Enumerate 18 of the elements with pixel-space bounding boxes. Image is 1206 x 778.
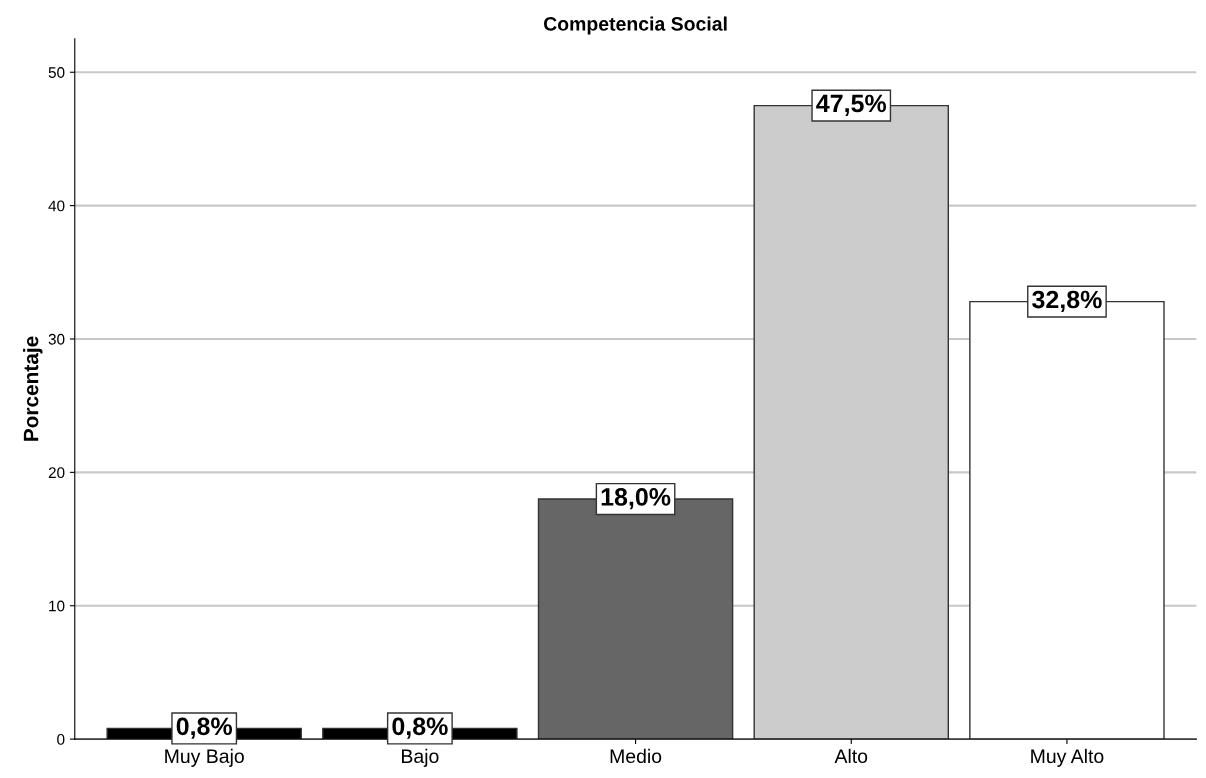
y-tick-label: 0 <box>57 733 65 745</box>
data-label: 0,8% <box>176 717 233 739</box>
x-tick-label: Alto <box>834 748 868 764</box>
data-label: 18,0% <box>601 488 671 510</box>
data-label: 0,8% <box>392 717 448 739</box>
chart-title: Competencia Social <box>543 16 727 35</box>
x-tick-label: Bajo <box>402 748 439 767</box>
y-axis-title: Porcentaje <box>23 336 43 441</box>
y-tick-label: 30 <box>48 333 65 345</box>
y-tick-label: 20 <box>48 467 65 479</box>
data-label: 47,5% <box>816 94 887 116</box>
x-tick-label: Muy Alto <box>1031 748 1104 767</box>
data-label: 32,8% <box>1032 290 1102 312</box>
y-tick-label: 10 <box>49 600 65 612</box>
y-tick-label: 50 <box>48 67 65 78</box>
x-tick-label: Medio <box>610 748 662 764</box>
y-tick-label: 40 <box>48 200 65 212</box>
x-tick-label: Muy Bajo <box>165 748 244 767</box>
